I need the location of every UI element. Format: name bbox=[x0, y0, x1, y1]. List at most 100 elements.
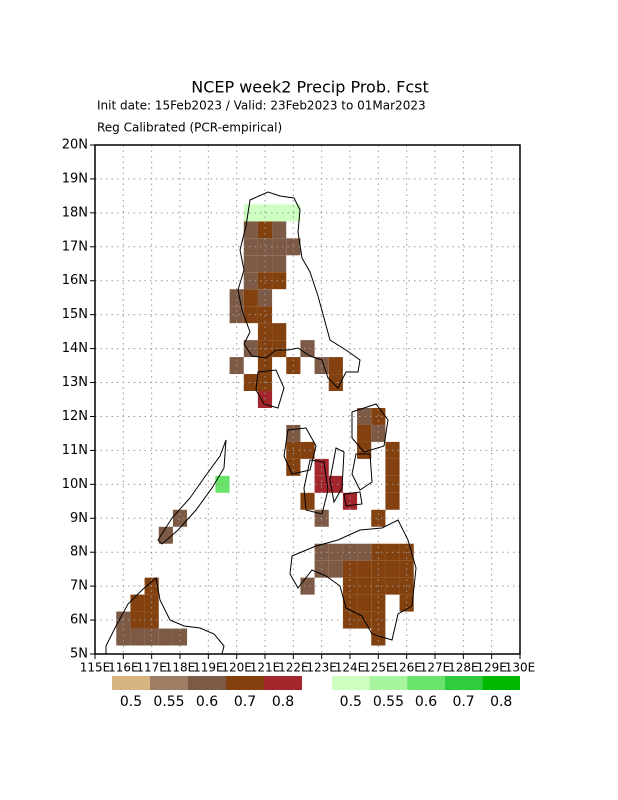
prob-cell bbox=[342, 611, 358, 629]
x-tick-label: 127E bbox=[420, 661, 451, 675]
y-tick-label: 6N bbox=[70, 613, 88, 628]
prob-cell bbox=[257, 255, 273, 273]
prob-cell bbox=[357, 560, 372, 578]
prob-cell bbox=[243, 221, 258, 239]
prob-cell bbox=[257, 272, 273, 290]
prob-cell bbox=[371, 628, 386, 646]
prob-cell bbox=[130, 611, 145, 629]
y-tick-label: 17N bbox=[62, 239, 88, 254]
legend-swatch bbox=[188, 676, 226, 690]
prob-cell bbox=[272, 272, 287, 290]
prob-cell bbox=[130, 594, 145, 612]
y-tick-label: 8N bbox=[70, 545, 88, 560]
x-tick-label: 117E bbox=[136, 661, 167, 675]
legend-swatch bbox=[482, 676, 520, 690]
legend-swatch bbox=[407, 676, 445, 690]
x-tick-label: 120E bbox=[221, 661, 252, 675]
note: Reg Calibrated (PCR-empirical) bbox=[97, 121, 282, 135]
legend-label: 0.5 bbox=[340, 694, 362, 710]
legend-swatch bbox=[226, 676, 264, 690]
prob-cell bbox=[257, 221, 273, 239]
prob-cell bbox=[300, 441, 315, 459]
leyte bbox=[351, 453, 373, 491]
prob-cell bbox=[243, 289, 258, 307]
prob-cell bbox=[272, 323, 287, 341]
prob-cell bbox=[286, 424, 301, 442]
y-tick-label: 20N bbox=[62, 138, 88, 153]
legend-swatch bbox=[444, 676, 483, 690]
prob-cell bbox=[257, 323, 273, 341]
prob-cell bbox=[272, 255, 287, 273]
legend-swatch bbox=[150, 676, 188, 690]
prob-cell bbox=[257, 289, 273, 307]
prob-cell bbox=[243, 238, 258, 256]
prob-cell bbox=[158, 526, 173, 544]
x-tick-label: 130E bbox=[505, 661, 536, 675]
prob-cell bbox=[342, 594, 358, 612]
prob-cell bbox=[130, 628, 145, 646]
prob-cell bbox=[328, 357, 343, 375]
legend-label: 0.7 bbox=[234, 694, 256, 710]
prob-cell bbox=[371, 594, 386, 612]
prob-cell bbox=[272, 204, 287, 222]
x-tick-label: 129E bbox=[476, 661, 507, 675]
prob-cell bbox=[371, 611, 386, 629]
prob-cell bbox=[300, 577, 315, 595]
prob-cell bbox=[257, 238, 273, 256]
cebu bbox=[329, 447, 345, 504]
panay bbox=[283, 427, 317, 475]
prob-cell bbox=[229, 306, 244, 324]
legend-swatch bbox=[332, 676, 370, 690]
prob-cell bbox=[357, 594, 372, 612]
prob-cell bbox=[357, 441, 372, 459]
prob-cell bbox=[385, 492, 400, 510]
y-tick-label: 11N bbox=[62, 443, 88, 458]
prob-cell bbox=[371, 509, 386, 527]
luzon bbox=[237, 191, 361, 389]
palawan bbox=[157, 439, 227, 545]
x-tick-label: 116E bbox=[108, 661, 139, 675]
legend-swatch bbox=[369, 676, 408, 690]
y-tick-label: 19N bbox=[62, 171, 88, 186]
y-tick-label: 12N bbox=[62, 409, 88, 424]
prob-cell bbox=[357, 577, 372, 595]
prob-cell bbox=[257, 306, 273, 324]
prob-cell bbox=[144, 628, 159, 646]
x-tick-label: 128E bbox=[448, 661, 479, 675]
prob-cell bbox=[158, 628, 173, 646]
y-tick-label: 9N bbox=[70, 511, 88, 526]
y-tick-label: 15N bbox=[62, 307, 88, 322]
y-tick-label: 13N bbox=[62, 375, 88, 390]
prob-cell bbox=[328, 543, 343, 561]
prob-cell bbox=[357, 543, 372, 561]
prob-cell bbox=[371, 407, 386, 425]
legend-label: 0.8 bbox=[490, 694, 512, 710]
prob-cell bbox=[357, 407, 372, 425]
prob-cell bbox=[371, 424, 386, 442]
prob-cell bbox=[229, 289, 244, 307]
samar bbox=[351, 403, 389, 453]
prob-cell bbox=[243, 374, 258, 392]
x-tick-label: 119E bbox=[193, 661, 224, 675]
prob-cell bbox=[243, 340, 258, 358]
x-tick-label: 125E bbox=[363, 661, 394, 675]
prob-cell bbox=[272, 221, 287, 239]
x-tick-label: 121E bbox=[250, 661, 281, 675]
legend-label: 0.7 bbox=[452, 694, 474, 710]
prob-cell bbox=[385, 458, 400, 476]
legend-label: 0.6 bbox=[196, 694, 218, 710]
bohol bbox=[343, 491, 363, 507]
legend-label: 0.6 bbox=[415, 694, 437, 710]
prob-cell bbox=[328, 374, 343, 392]
x-tick-label: 126E bbox=[391, 661, 422, 675]
cells bbox=[116, 204, 414, 646]
negros bbox=[303, 459, 329, 515]
y-tick-label: 14N bbox=[62, 341, 88, 356]
legend-label: 0.55 bbox=[373, 694, 404, 710]
y-tick-label: 16N bbox=[62, 273, 88, 288]
coastline bbox=[105, 191, 417, 655]
borneo bbox=[105, 577, 225, 655]
y-tick-label: 10N bbox=[62, 477, 88, 492]
y-tick-label: 7N bbox=[70, 579, 88, 594]
